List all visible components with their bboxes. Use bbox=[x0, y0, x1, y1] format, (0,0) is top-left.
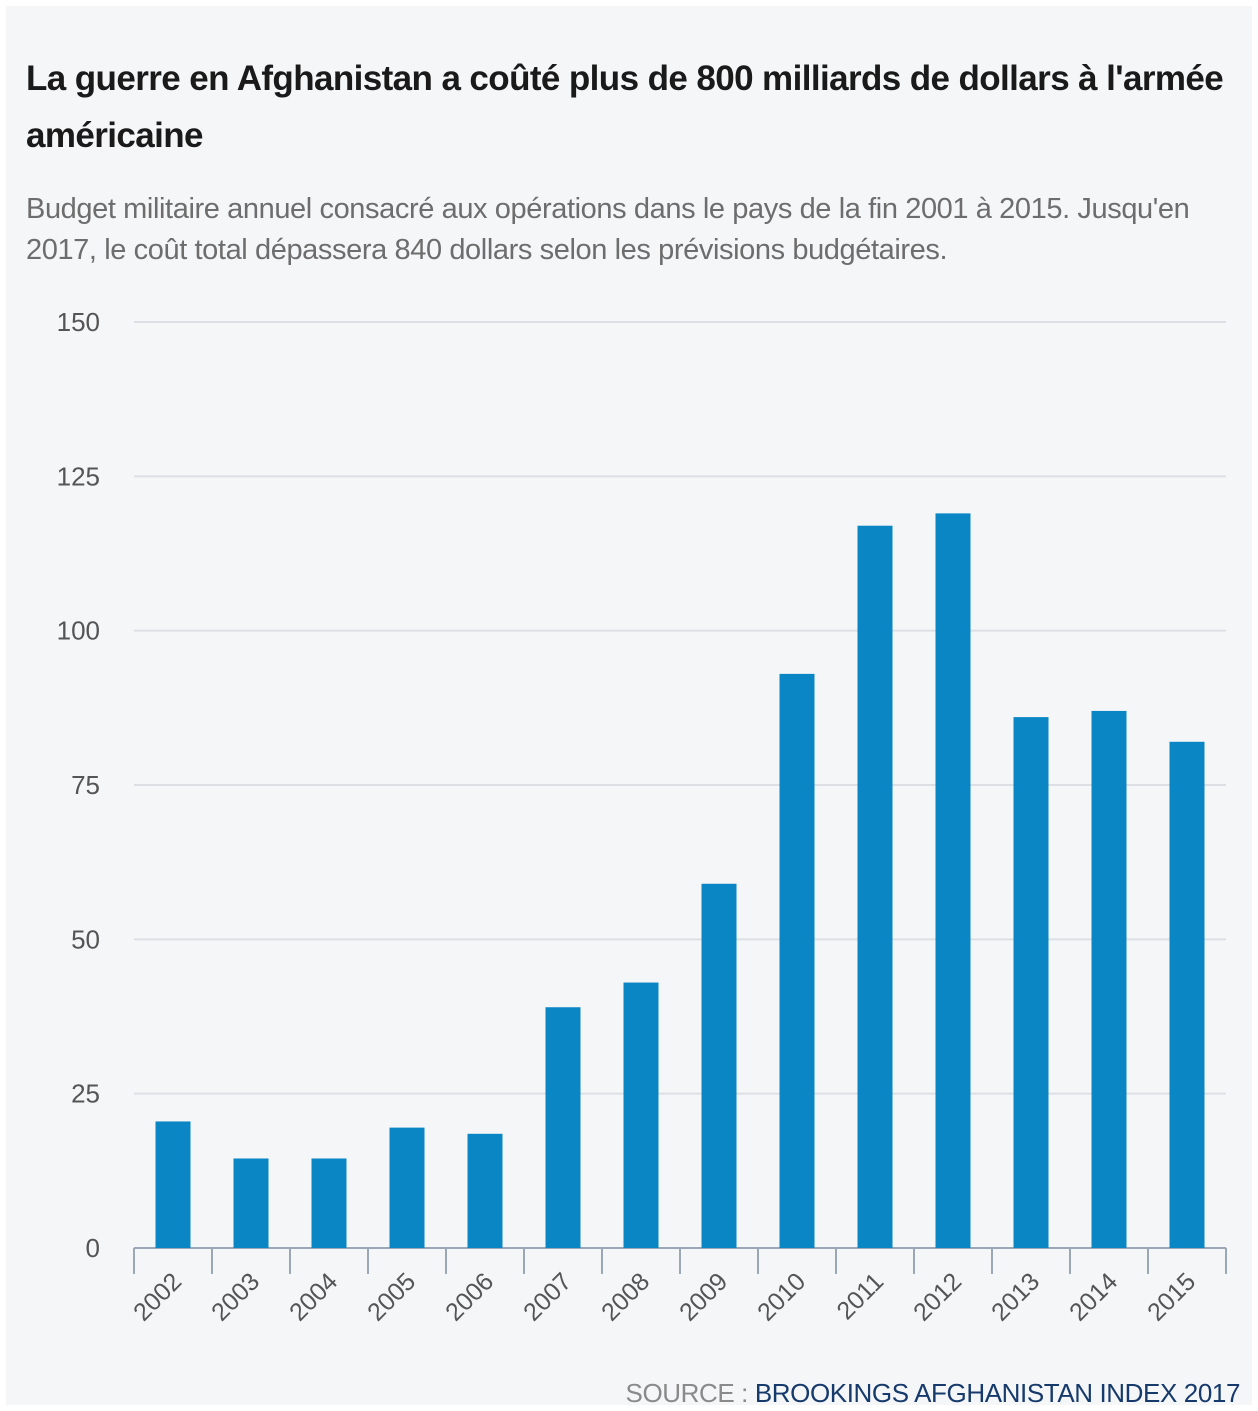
x-tick-label-2014: 2014 bbox=[1064, 1267, 1123, 1326]
y-tick-label-75: 75 bbox=[71, 770, 100, 800]
x-tick-label-2002: 2002 bbox=[128, 1267, 187, 1326]
x-tick-label-2004: 2004 bbox=[284, 1267, 343, 1326]
bar-2009 bbox=[701, 883, 737, 1248]
source-label: SOURCE : bbox=[625, 1378, 755, 1408]
x-tick-label-2015: 2015 bbox=[1142, 1267, 1201, 1326]
x-tick-label-2013: 2013 bbox=[986, 1267, 1045, 1326]
source-credit: SOURCE : BROOKINGS AFGHANISTAN INDEX 201… bbox=[626, 1378, 1241, 1409]
x-tick-label-2009: 2009 bbox=[674, 1267, 733, 1326]
y-tick-label-150: 150 bbox=[57, 307, 100, 337]
x-tick-label-2006: 2006 bbox=[440, 1267, 499, 1326]
bar-2005 bbox=[389, 1127, 425, 1248]
bar-2012 bbox=[935, 513, 971, 1248]
bar-2006 bbox=[467, 1133, 503, 1248]
bar-2003 bbox=[233, 1158, 269, 1248]
chart-title: La guerre en Afghanistan a coûté plus de… bbox=[26, 59, 1224, 155]
bar-2010 bbox=[779, 673, 815, 1248]
bar-2011 bbox=[857, 525, 893, 1248]
x-tick-label-2003: 2003 bbox=[206, 1267, 265, 1326]
x-tick-label-2007: 2007 bbox=[518, 1267, 577, 1326]
y-tick-label-125: 125 bbox=[57, 461, 100, 491]
bar-2013 bbox=[1013, 717, 1049, 1248]
x-tick-label-2010: 2010 bbox=[752, 1267, 811, 1326]
y-tick-label-0: 0 bbox=[86, 1233, 100, 1263]
bar-2014 bbox=[1091, 710, 1127, 1248]
bar-2007 bbox=[545, 1007, 581, 1248]
bar-2002 bbox=[155, 1121, 191, 1248]
y-tick-label-100: 100 bbox=[57, 616, 100, 646]
chart-subtitle: Budget militaire annuel consacré aux opé… bbox=[26, 193, 1190, 266]
x-tick-label-2005: 2005 bbox=[362, 1267, 421, 1326]
bar-2015 bbox=[1169, 741, 1205, 1248]
bar-2004 bbox=[311, 1158, 347, 1248]
source-value: BROOKINGS AFGHANISTAN INDEX 2017 bbox=[754, 1378, 1241, 1408]
bar-2008 bbox=[623, 982, 659, 1248]
y-tick-label-25: 25 bbox=[71, 1079, 100, 1109]
x-tick-label-2011: 2011 bbox=[831, 1267, 889, 1325]
x-tick-label-2012: 2012 bbox=[908, 1267, 967, 1326]
x-tick-label-2008: 2008 bbox=[596, 1267, 655, 1326]
y-tick-label-50: 50 bbox=[71, 924, 100, 954]
